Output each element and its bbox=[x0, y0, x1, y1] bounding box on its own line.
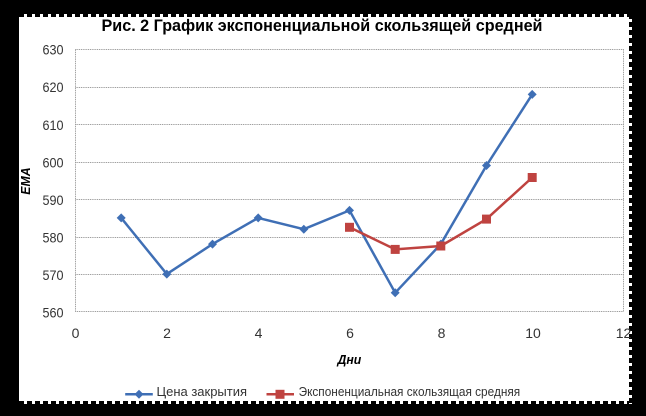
svg-text:4: 4 bbox=[255, 325, 263, 341]
svg-text:560: 560 bbox=[43, 305, 64, 321]
svg-text:Экспоненциальная скользящая ср: Экспоненциальная скользящая средняя bbox=[299, 385, 521, 399]
svg-text:Рис. 2 График экспоненциальной: Рис. 2 График экспоненциальной скользяще… bbox=[102, 16, 543, 35]
svg-text:12: 12 bbox=[616, 325, 632, 341]
svg-text:2: 2 bbox=[163, 325, 171, 341]
svg-text:610: 610 bbox=[43, 117, 64, 133]
svg-text:10: 10 bbox=[525, 325, 541, 341]
svg-text:580: 580 bbox=[43, 230, 64, 246]
svg-text:Дни: Дни bbox=[337, 352, 362, 367]
svg-text:620: 620 bbox=[43, 79, 64, 95]
svg-text:0: 0 bbox=[72, 325, 80, 341]
svg-text:EMA: EMA bbox=[18, 167, 33, 194]
svg-text:6: 6 bbox=[346, 325, 354, 341]
svg-text:8: 8 bbox=[438, 325, 446, 341]
svg-text:590: 590 bbox=[43, 192, 64, 208]
svg-text:600: 600 bbox=[43, 155, 64, 171]
svg-text:Цена закрытия: Цена закрытия bbox=[157, 385, 248, 399]
svg-text:630: 630 bbox=[43, 42, 64, 58]
svg-text:570: 570 bbox=[43, 267, 64, 283]
